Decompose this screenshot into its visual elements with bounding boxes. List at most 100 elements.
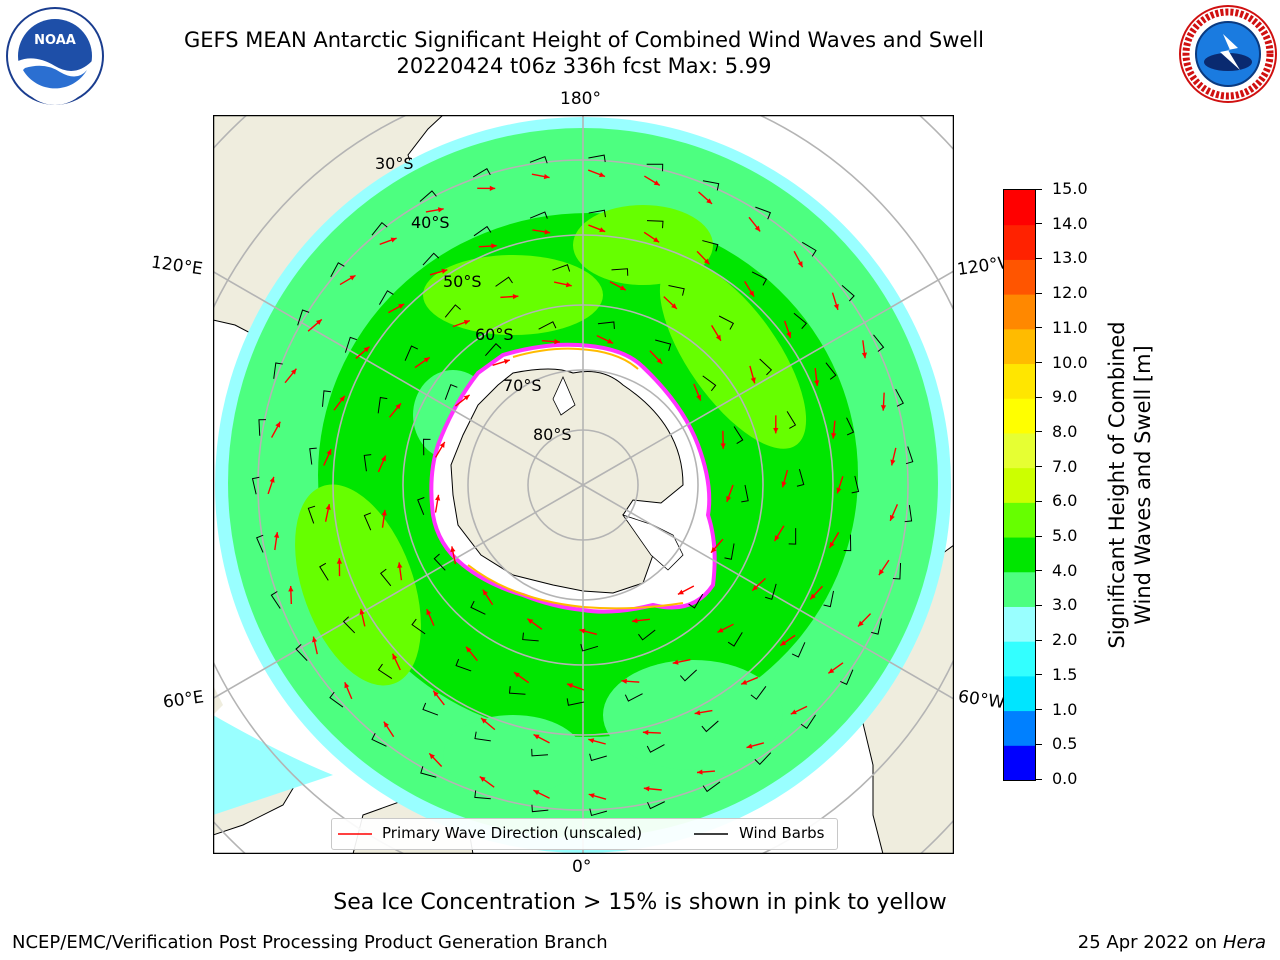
wind-barb [638,629,656,641]
wind-barb [552,264,571,272]
colorbar-tick-mark [1036,466,1042,468]
wave-direction-arrowhead [726,495,732,502]
colorbar-tick-mark [1036,292,1042,294]
wind-barb [801,241,817,257]
wave-direction-legend-label: Primary Wave Direction (unscaled) [382,824,643,842]
wave-direction-arrowhead [831,432,837,439]
wave-direction-legend-line [338,833,372,835]
wave-direction-arrowhead [858,620,864,627]
wave-direction-arrowhead [463,394,470,401]
wind-barb [411,618,426,635]
wave-direction-arrowhead [671,303,677,309]
wave-direction-arrowhead [479,776,486,782]
wave-direction-arrowhead [631,618,638,624]
colorbar-tick-label: 14.0 [1052,213,1088,233]
wind-barb [531,748,548,757]
colorbar-bin [1004,571,1035,607]
wave-direction-arrowhead [694,710,701,716]
colorbar-bin [1004,537,1035,573]
wave-direction-arrowhead [273,532,280,538]
wave-direction-arrowhead [706,198,713,204]
wave-direction-arrowhead [363,346,370,353]
wind-barb [741,484,749,503]
wind-barb [522,632,539,642]
wind-barb [589,753,607,762]
wind-barb [417,497,425,515]
wave-direction-arrowhead [544,229,551,235]
wave-direction-arrowhead [588,793,595,799]
wave-direction-arrowhead [349,275,356,281]
colorbar-bin [1004,398,1035,434]
wind-barb [759,358,773,376]
wave-direction-arrowhead [269,476,275,483]
wind-barb [377,663,393,679]
wave-direction-arrowhead [533,790,540,796]
wind-barb [796,468,805,487]
colorbar-bin [1004,467,1035,503]
lon-label-0: 0° [572,857,592,877]
wind-barb [273,362,283,379]
wind-barb [251,476,260,495]
wave-direction-arrowhead [750,377,756,384]
colorbar-tick-mark [1036,188,1042,190]
wind-barb [851,475,860,494]
wave-direction-arrowhead [715,334,721,341]
wind-barb [329,691,344,708]
wave-direction-arrowhead [741,679,748,685]
wave-direction-arrowhead [565,282,572,288]
wind-barb [297,309,310,326]
wind-barb [307,505,316,524]
wind-barb [702,180,720,191]
wind-barb [566,698,585,706]
colorbar-tick-mark [1036,778,1042,780]
colorbar-tick-label: 11.0 [1052,317,1088,337]
colorbar-tick-mark [1036,674,1042,676]
colorbar-tick-mark [1036,570,1042,572]
colorbar-tick-mark [1036,709,1042,711]
colorbar-tick-label: 1.0 [1052,699,1078,719]
wave-direction-arrowhead [653,237,660,243]
wind-barb [846,417,855,436]
wave-direction-arrowhead [711,546,717,553]
wave-direction-arrowhead [696,394,702,401]
wind-barb [646,220,664,229]
wind-barb [472,168,491,178]
wave-direction-arrowhead [466,646,472,653]
colorbar-label-line1: Significant Height of Combined [1105,321,1129,649]
wave-direction-arrowhead [543,173,550,180]
wave-direction-arrowhead [395,403,401,410]
wave-direction-arrowhead [437,207,444,213]
wave-direction-arrowhead [672,659,679,665]
map-panel: 30°S 40°S 50°S 60°S 70°S 80°S [213,115,954,854]
wind-barb [484,343,502,357]
antarctica-land [450,368,684,594]
wind-barb [624,693,643,702]
wind-barb [363,512,372,531]
wind-barb [679,669,697,682]
wave-direction-arrowhead [433,690,439,697]
noaa-logo: NOAA [6,7,104,105]
wave-direction-arrowhead [677,589,684,595]
wave-direction-arrowhead [773,427,779,434]
wave-direction-arrowhead [423,357,430,363]
wind-barb [702,240,719,252]
wave-direction-arrowhead [774,535,780,542]
wind-barb [688,593,704,609]
wind-barb [423,438,431,456]
colorbar [1003,189,1036,781]
colorbar-tick-mark [1036,396,1042,398]
wave-direction-arrowhead [315,319,322,325]
sea-ice-note: Sea Ice Concentration > 15% is shown in … [333,890,947,915]
colorbar-bin [1004,502,1035,538]
chart-subtitle: 20220424 t06z 336h fcst Max: 5.99 [396,54,772,78]
colorbar-bin [1004,675,1035,712]
nws-logo [1179,5,1277,103]
wave-direction-arrowhead [828,668,835,674]
wave-direction-arrowhead [512,293,519,300]
colorbar-bin [1004,190,1035,226]
wave-direction-arrowhead [554,339,560,345]
colorbar-tick-label: 15.0 [1052,179,1088,198]
lat-label-50s: 50°S [443,272,482,291]
wind-barb [380,568,392,587]
colorbar-tick-label: 0.0 [1052,769,1078,788]
